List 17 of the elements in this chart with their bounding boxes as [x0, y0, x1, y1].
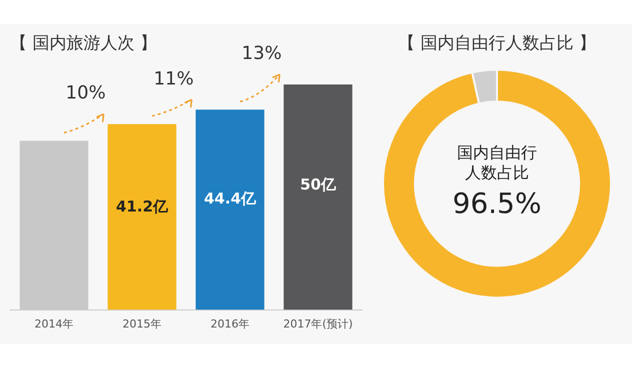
data-label: 41.2亿	[116, 198, 169, 216]
data-label: 44.4亿	[204, 190, 257, 208]
annotation: 10%	[66, 82, 106, 104]
x-tick-label: 2015年	[122, 317, 162, 330]
chart-title: 【 国内自由行人数占比 】	[398, 34, 596, 54]
text: 13%	[242, 43, 282, 64]
chart-title: 【 国内旅游人次 】	[10, 34, 157, 54]
data-label: 50亿	[300, 176, 337, 194]
x-tick-label: 2017年(预计)	[283, 317, 353, 330]
data-label: 96.5%	[452, 186, 542, 220]
bar	[284, 84, 352, 310]
x-tick-label: 2016年	[210, 317, 250, 330]
bar	[196, 110, 264, 310]
x-tick-label: 2014年	[34, 317, 74, 330]
bar	[108, 124, 176, 310]
annotation: 11%	[154, 68, 194, 90]
text: 国内自由行人数占比	[457, 142, 537, 182]
